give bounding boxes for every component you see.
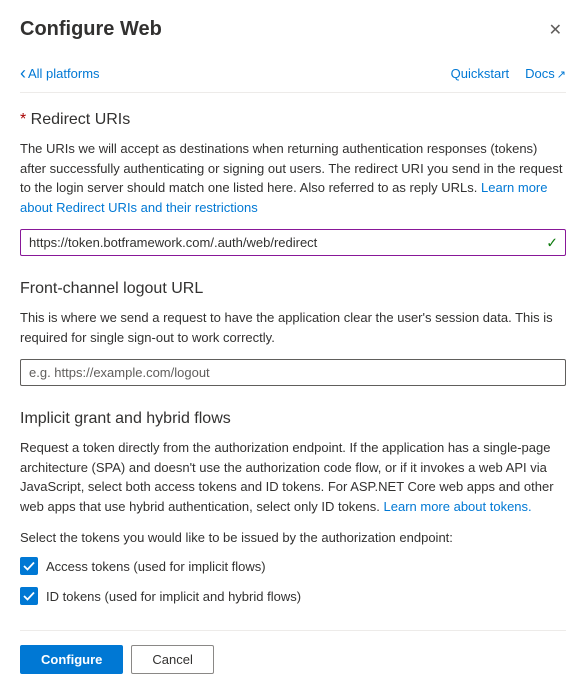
logout-url-section: Front-channel logout URL This is where w…: [20, 280, 566, 386]
access-tokens-label: Access tokens (used for implicit flows): [46, 559, 266, 574]
access-tokens-checkbox[interactable]: [20, 557, 38, 575]
access-tokens-row: Access tokens (used for implicit flows): [20, 557, 566, 575]
implicit-grant-title: Implicit grant and hybrid flows: [20, 410, 566, 428]
redirect-uris-section: Redirect URIs The URIs we will accept as…: [20, 111, 566, 256]
redirect-uri-input[interactable]: [20, 229, 566, 256]
valid-check-icon: ✓: [546, 234, 558, 251]
id-tokens-label: ID tokens (used for implicit and hybrid …: [46, 589, 301, 604]
checkmark-icon: [23, 560, 35, 572]
nav-right: Quickstart Docs↗: [451, 66, 566, 81]
redirect-uris-description: The URIs we will accept as destinations …: [20, 139, 566, 217]
docs-link[interactable]: Docs↗: [525, 66, 566, 81]
cancel-button[interactable]: Cancel: [131, 645, 213, 674]
docs-label: Docs: [525, 66, 555, 81]
checkmark-icon: [23, 590, 35, 602]
footer: Configure Cancel: [20, 630, 566, 674]
implicit-grant-section: Implicit grant and hybrid flows Request …: [20, 410, 566, 605]
redirect-uri-input-wrap: ✓: [20, 229, 566, 256]
logout-url-description: This is where we send a request to have …: [20, 308, 566, 347]
quickstart-link[interactable]: Quickstart: [451, 66, 510, 81]
id-tokens-row: ID tokens (used for implicit and hybrid …: [20, 587, 566, 605]
id-tokens-checkbox[interactable]: [20, 587, 38, 605]
redirect-uris-title: Redirect URIs: [20, 111, 566, 129]
logout-url-input[interactable]: [20, 359, 566, 386]
token-prompt: Select the tokens you would like to be i…: [20, 530, 566, 545]
page-title: Configure Web: [20, 18, 162, 41]
external-link-icon: ↗: [557, 69, 566, 81]
back-all-platforms-link[interactable]: All platforms: [20, 64, 100, 82]
nav-bar: All platforms Quickstart Docs↗: [20, 64, 566, 93]
configure-button[interactable]: Configure: [20, 645, 123, 674]
implicit-grant-description: Request a token directly from the author…: [20, 438, 566, 516]
logout-url-input-wrap: [20, 359, 566, 386]
logout-url-title: Front-channel logout URL: [20, 280, 566, 298]
tokens-learn-more-link[interactable]: Learn more about tokens.: [384, 499, 532, 514]
back-label: All platforms: [28, 66, 100, 81]
close-icon[interactable]: ✕: [545, 18, 566, 42]
